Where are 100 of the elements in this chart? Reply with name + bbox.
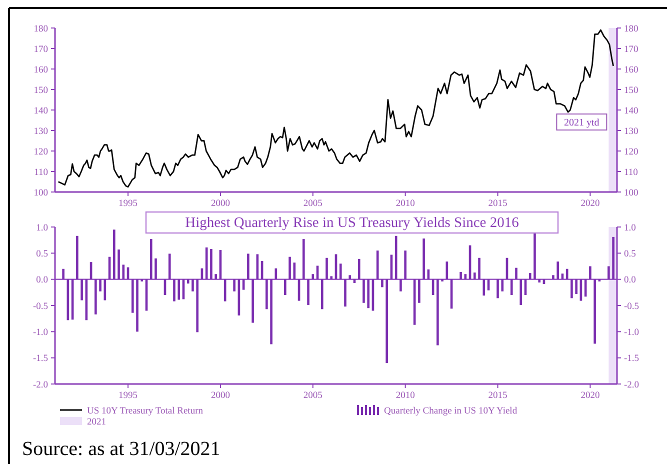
bar	[482, 279, 486, 296]
bar	[575, 279, 578, 294]
y2-tick-label: 1.0	[624, 223, 636, 234]
bar	[76, 236, 78, 280]
y-tick-label: 130	[34, 126, 48, 137]
x-tick-label: 2005	[303, 199, 323, 209]
y2-tick-label: 0.5	[624, 249, 636, 260]
bar	[168, 254, 171, 280]
bar	[422, 238, 425, 280]
y-tick-label: -1.5	[32, 354, 48, 364]
legend-label: US 10Y Treasury Total Return	[87, 406, 204, 416]
y2-tick-label: 150	[624, 86, 638, 96]
y-tick-label: 1.0	[36, 223, 48, 234]
bar	[214, 274, 217, 280]
bar	[386, 279, 388, 364]
bar	[496, 279, 499, 298]
x-tick-label: 2000	[210, 199, 230, 209]
x-tick-label: 1995	[118, 391, 138, 401]
y2-tick-label: 160	[624, 65, 638, 76]
bar	[436, 279, 439, 346]
bar	[186, 279, 190, 284]
bar	[358, 258, 360, 280]
y-tick-label: 140	[34, 106, 48, 116]
y-tick-label: 160	[34, 65, 48, 76]
y-tick-label: 110	[34, 168, 48, 178]
y-tick-label: 120	[34, 147, 48, 158]
bar	[376, 250, 379, 280]
y-tick-label: 170	[34, 44, 48, 55]
y2-tick-label: 110	[624, 168, 638, 178]
y2-tick-label: -0.5	[624, 302, 640, 312]
bar	[252, 279, 254, 323]
x-tick-label: 2005	[303, 391, 323, 401]
y-tick-label: -1.0	[32, 328, 48, 338]
bar	[594, 279, 596, 344]
x-tick-label: 2015	[488, 199, 508, 209]
bar	[233, 279, 236, 292]
bar	[608, 266, 610, 280]
bar	[556, 262, 559, 280]
bar	[131, 279, 134, 313]
bar	[520, 279, 522, 305]
bar	[118, 250, 120, 280]
x-tick-label: 2010	[396, 199, 416, 209]
x-tick-label: 2010	[396, 391, 416, 401]
bar	[288, 256, 291, 280]
bar	[348, 275, 352, 280]
y2-tick-label: -1.0	[624, 328, 640, 338]
bar	[320, 279, 324, 310]
bar	[122, 264, 125, 280]
y-tick-label: 180	[34, 24, 48, 34]
bar	[561, 274, 564, 280]
y2-tick-label: 180	[624, 24, 638, 34]
bar	[367, 279, 370, 308]
line-series	[58, 29, 614, 188]
y2-tick-label: 100	[624, 188, 638, 198]
legend-label: 2021	[87, 417, 106, 428]
bar	[460, 272, 462, 280]
bar	[136, 279, 138, 332]
bar	[344, 279, 346, 307]
y-tick-label: 100	[34, 188, 48, 198]
x-tick-label: 2000	[210, 391, 230, 401]
y2-tick-label: -1.5	[624, 354, 640, 364]
bar	[113, 230, 116, 280]
bar	[528, 273, 532, 280]
annotation: 2021 ytd	[564, 118, 600, 128]
bar	[510, 279, 513, 296]
bar	[339, 264, 342, 280]
bar	[612, 236, 614, 280]
bar	[473, 272, 476, 280]
bar	[400, 279, 402, 292]
bar	[464, 274, 467, 280]
bar	[302, 239, 305, 280]
legend-label: Quarterly Change in US 10Y Yield	[384, 406, 518, 416]
x-tick-label: 2020	[580, 391, 600, 401]
y-tick-label: 0.0	[36, 276, 48, 286]
bar	[270, 279, 272, 344]
y-tick-label: -2.0	[32, 380, 48, 390]
bar	[210, 248, 212, 280]
bar	[478, 258, 480, 280]
y2-tick-label: -2.0	[624, 380, 640, 390]
bar	[330, 276, 333, 280]
bar	[173, 279, 176, 302]
bar	[589, 266, 592, 280]
source-note: Source: as at 31/03/2021	[22, 438, 220, 460]
bar	[307, 279, 310, 305]
bar	[404, 250, 406, 280]
x-tick-label: 2020	[580, 199, 600, 209]
chart-title: Highest Quarterly Rise in US Treasury Yields Since 2016	[185, 215, 519, 231]
bar	[178, 279, 180, 300]
y2-tick-label: 170	[624, 44, 638, 55]
bar	[99, 279, 102, 292]
bar	[538, 279, 541, 282]
bar	[515, 268, 518, 280]
y-tick-label: 0.5	[36, 249, 48, 260]
bar	[150, 239, 152, 280]
bar	[362, 279, 365, 303]
y-tick-label: -0.5	[32, 302, 48, 312]
bar	[381, 279, 384, 288]
bar	[326, 258, 328, 280]
bar	[154, 258, 157, 280]
x-tick-label: 1995	[118, 199, 138, 209]
